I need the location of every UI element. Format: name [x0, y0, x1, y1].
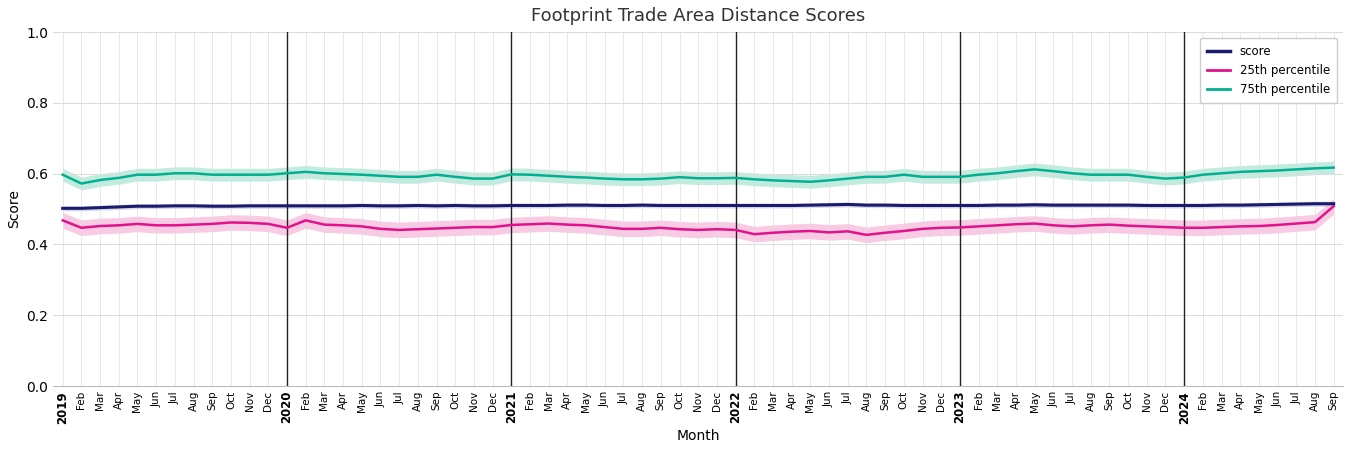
75th percentile [1326, 165, 1342, 170]
Line: 25th percentile: 25th percentile [62, 206, 1334, 235]
Legend: score, 25th percentile, 75th percentile: score, 25th percentile, 75th percentile [1200, 38, 1336, 103]
Line: score: score [62, 204, 1334, 208]
25th percentile [783, 229, 799, 234]
score [148, 203, 165, 209]
75th percentile [73, 181, 89, 186]
75th percentile [485, 176, 501, 181]
25th percentile [297, 218, 313, 223]
75th percentile [504, 171, 520, 177]
25th percentile [466, 225, 482, 230]
score [783, 203, 799, 208]
25th percentile [859, 232, 875, 238]
score [1326, 201, 1342, 207]
75th percentile [54, 172, 70, 177]
score [1307, 201, 1323, 207]
25th percentile [1307, 220, 1323, 225]
score [54, 206, 70, 211]
score [466, 203, 482, 208]
Title: Footprint Trade Area Distance Scores: Footprint Trade Area Distance Scores [531, 7, 865, 25]
Line: 75th percentile: 75th percentile [62, 167, 1334, 184]
25th percentile [1326, 203, 1342, 209]
75th percentile [802, 179, 818, 184]
75th percentile [167, 171, 184, 176]
score [1288, 202, 1304, 207]
75th percentile [1307, 166, 1323, 171]
25th percentile [485, 225, 501, 230]
X-axis label: Month: Month [676, 429, 720, 443]
25th percentile [54, 218, 70, 223]
25th percentile [148, 223, 165, 228]
score [297, 203, 313, 208]
Y-axis label: Score: Score [7, 189, 22, 229]
score [485, 203, 501, 208]
75th percentile [316, 171, 332, 176]
